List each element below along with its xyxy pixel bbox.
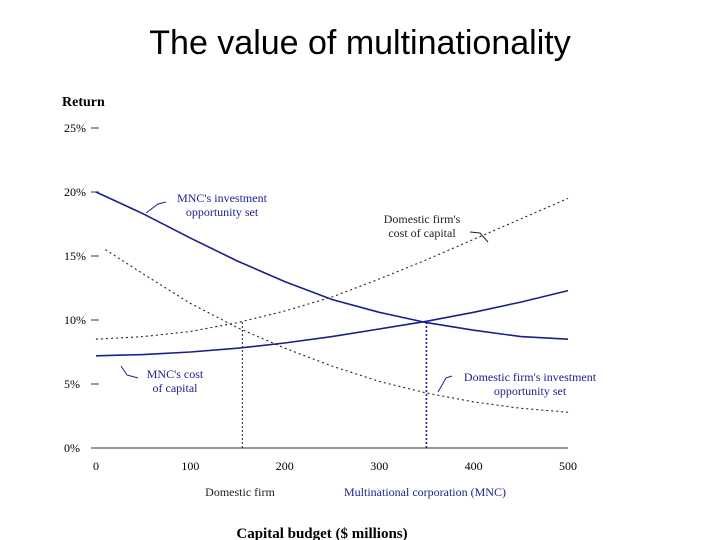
annotation-label: opportunity set [186, 205, 259, 219]
series-line [105, 249, 569, 413]
slide-title: The value of multinationality [149, 24, 571, 62]
annotation-pointer [469, 231, 489, 243]
series-line [95, 191, 569, 340]
vertical-markers-layer: Domestic firm Multinational corporation (… [205, 322, 506, 499]
annotation-pointer [145, 201, 167, 214]
y-tick-label: 20% [64, 185, 86, 199]
axes-layer: 0% 5% 10% 15% 20% 25% 0 100 200 300 400 500 [64, 121, 577, 473]
y-tick-label: 10% [64, 313, 86, 327]
x-tick-label: 200 [276, 459, 294, 473]
vertical-marker-label: Domestic firm [205, 485, 275, 499]
y-tick-label: 0% [64, 441, 80, 455]
annotation-label: MNC's cost [147, 367, 204, 381]
y-axis-label: Return [62, 95, 105, 110]
series-line [95, 197, 569, 340]
x-tick-label: 100 [181, 459, 199, 473]
annotation-pointer [120, 365, 139, 379]
x-tick-label: 500 [559, 459, 577, 473]
annotation-label: cost of capital [388, 226, 456, 240]
vertical-marker-label: Multinational corporation (MNC) [344, 485, 506, 499]
annotation-label: Domestic firm's investment [464, 370, 597, 384]
annotation-label: of capital [153, 381, 199, 395]
x-tick-label: 300 [370, 459, 388, 473]
annotation-label: opportunity set [494, 384, 567, 398]
x-axis-label: Capital budget ($ millions) [236, 526, 407, 540]
x-tick-label: 0 [93, 459, 99, 473]
series-line [95, 289, 569, 357]
series-layer [95, 191, 569, 413]
annotation-label: Domestic firm's [384, 212, 461, 226]
y-tick-label: 5% [64, 377, 80, 391]
y-tick-label: 25% [64, 121, 86, 135]
y-tick-label: 15% [64, 249, 86, 263]
x-tick-label: 400 [465, 459, 483, 473]
annotation-pointer [437, 375, 453, 393]
annotation-label: MNC's investment [177, 191, 267, 205]
